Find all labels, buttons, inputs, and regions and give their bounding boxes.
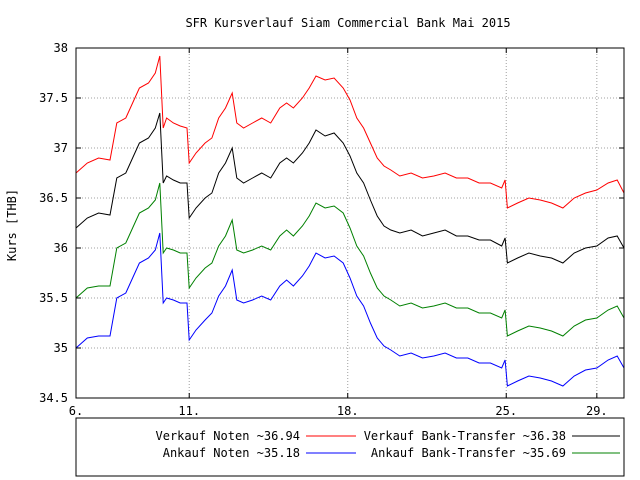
y-tick-label: 35.5 (39, 291, 68, 305)
x-tick-label: 25. (495, 404, 517, 418)
x-tick-label: 29. (586, 404, 608, 418)
legend-label: Ankauf Bank-Transfer ~35.69 (371, 446, 566, 460)
y-axis-label: Kurs [THB] (5, 189, 19, 261)
series-line-0 (75, 55, 625, 209)
legend-label: Ankauf Noten ~35.18 (163, 446, 300, 460)
y-tick-label: 37 (54, 141, 68, 155)
y-tick-label: 34.5 (39, 391, 68, 405)
x-tick-label: 11. (178, 404, 200, 418)
series-line-2 (75, 112, 625, 264)
axes: 34.5 35 35.5 36 36.5 37 37.5 38 6. 11. 18. 25. 29. (39, 41, 624, 418)
legend-label: Verkauf Bank-Transfer ~36.38 (364, 429, 566, 443)
series-line-3 (75, 182, 625, 337)
y-tick-label: 36.5 (39, 191, 68, 205)
chart-title: SFR Kursverlauf Siam Commercial Bank Mai… (185, 16, 510, 30)
y-tick-label: 38 (54, 41, 68, 55)
y-tick-label: 36 (54, 241, 68, 255)
plot-frame (75, 47, 625, 399)
y-tick-label: 35 (54, 341, 68, 355)
x-tick-label: 18. (337, 404, 359, 418)
legend: Verkauf Noten ~36.94 Ankauf Noten ~35.18 V… (75, 417, 625, 477)
legend-label: Verkauf Noten ~36.94 (156, 429, 301, 443)
y-tick-label: 37.5 (39, 91, 68, 105)
legend-box (75, 417, 625, 477)
x-tick-label: 6. (69, 404, 83, 418)
series-line-1 (75, 232, 625, 387)
series-lines (75, 55, 625, 387)
